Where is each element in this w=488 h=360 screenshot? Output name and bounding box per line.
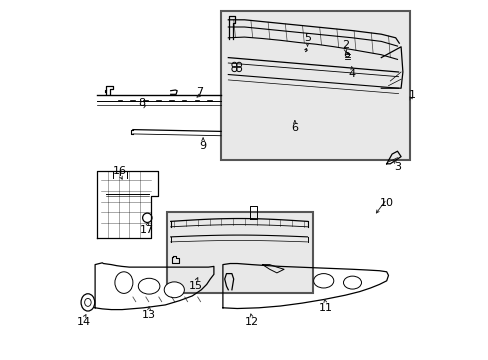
Ellipse shape	[138, 278, 160, 294]
Text: 15: 15	[188, 281, 203, 291]
Text: 16: 16	[113, 166, 127, 176]
Text: 13: 13	[142, 310, 156, 320]
FancyBboxPatch shape	[167, 212, 312, 293]
Ellipse shape	[164, 282, 184, 298]
Text: 11: 11	[318, 303, 332, 313]
FancyBboxPatch shape	[221, 11, 409, 160]
Text: 12: 12	[244, 317, 258, 327]
Text: 2: 2	[341, 40, 348, 50]
Text: 3: 3	[393, 162, 400, 172]
Text: 8: 8	[138, 98, 145, 108]
Ellipse shape	[115, 272, 133, 293]
Text: 6: 6	[291, 123, 298, 133]
Text: 7: 7	[196, 87, 203, 97]
Text: 4: 4	[348, 69, 355, 79]
Text: 14: 14	[77, 317, 91, 327]
Text: 1: 1	[407, 90, 414, 100]
Ellipse shape	[81, 294, 95, 311]
Ellipse shape	[343, 276, 361, 289]
Text: 5: 5	[304, 33, 310, 43]
Ellipse shape	[313, 274, 333, 288]
Text: 9: 9	[199, 141, 206, 151]
Text: 17: 17	[140, 225, 154, 235]
Text: 10: 10	[379, 198, 393, 208]
